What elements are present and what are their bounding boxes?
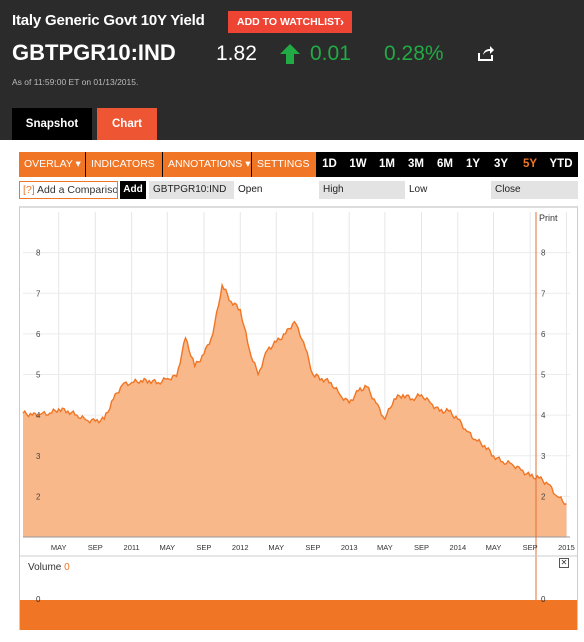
x-tick-label: SEP [88, 543, 103, 552]
last-price: 1.82 [216, 42, 257, 65]
volume-tick-left: 0 [36, 595, 41, 604]
compare-row: [?] Add a Compariso Add GBTPGR10:IND Ope… [19, 181, 578, 199]
quote-header: Italy Generic Govt 10Y Yield ADD TO WATC… [0, 0, 584, 140]
low-cell: Low [405, 181, 491, 199]
close-icon[interactable]: ✕ [559, 558, 569, 568]
y-tick-label-left: 2 [36, 492, 41, 501]
open-cell: Open [234, 181, 319, 199]
share-icon[interactable] [477, 44, 495, 62]
indicators-menu[interactable]: INDICATORS ▾ [86, 152, 162, 195]
range-6m[interactable]: 6M [437, 158, 453, 170]
y-tick-label-right: 2 [541, 492, 546, 501]
as-of-timestamp: As of 11:59:00 ET on 01/13/2015. [12, 77, 139, 87]
y-tick-label-right: 4 [541, 411, 546, 420]
x-tick-label: 2012 [232, 543, 249, 552]
x-tick-label: 2015 [558, 543, 575, 552]
range-3m[interactable]: 3M [408, 158, 424, 170]
high-cell: High [319, 181, 405, 199]
y-tick-label-left: 7 [36, 289, 41, 298]
volume-label: Volume 0 [28, 562, 70, 573]
x-tick-label: MAY [159, 543, 175, 552]
x-tick-label: 2013 [341, 543, 358, 552]
x-tick-label: SEP [523, 543, 538, 552]
range-1m[interactable]: 1M [379, 158, 395, 170]
y-tick-label-right: 7 [541, 289, 546, 298]
volume-tick-right: 0 [541, 595, 546, 604]
overlay-menu[interactable]: OVERLAY ▾ [19, 152, 85, 177]
settings-menu[interactable]: SETTINGS ▾ [252, 152, 316, 195]
add-to-watchlist-button[interactable]: ADD TO WATCHLIST › [228, 11, 352, 33]
y-tick-label-left: 4 [36, 411, 41, 420]
x-tick-label: MAY [51, 543, 67, 552]
volume-label-text: Volume [28, 562, 62, 573]
security-title: Italy Generic Govt 10Y Yield [12, 12, 205, 29]
x-tick-label: 2011 [124, 543, 140, 552]
tab-chart[interactable]: Chart [97, 108, 157, 140]
ticker-symbol: GBTPGR10:IND [12, 40, 176, 65]
up-arrow-icon [280, 44, 300, 64]
x-tick-label: MAY [486, 543, 502, 552]
add-compare-button[interactable]: Add [120, 181, 146, 199]
close-cell: Close [491, 181, 578, 199]
print-link[interactable]: Print [539, 213, 558, 223]
x-tick-label: MAY [377, 543, 393, 552]
price-change-percent: 0.28% [384, 42, 444, 65]
x-tick-label: SEP [196, 543, 211, 552]
range-1w[interactable]: 1W [349, 158, 367, 170]
watchlist-label: ADD TO WATCHLIST [237, 16, 341, 28]
y-tick-label-left: 3 [36, 452, 41, 461]
x-tick-label: 2014 [449, 543, 466, 552]
x-tick-label: SEP [305, 543, 320, 552]
range-ytd[interactable]: YTD [549, 158, 573, 170]
y-tick-label-right: 6 [541, 330, 546, 339]
series-line [22, 282, 567, 506]
compare-input[interactable]: [?] Add a Compariso [19, 181, 118, 199]
chevron-right-icon: › [340, 15, 344, 29]
series-area [23, 285, 567, 537]
annotations-menu[interactable]: ANNOTATIONS ▾ [163, 152, 251, 177]
price-change: 0.01 [310, 42, 351, 65]
y-tick-label-right: 3 [541, 452, 546, 461]
y-tick-label-left: 6 [36, 330, 41, 339]
y-tick-label-left: 5 [36, 371, 41, 380]
y-tick-label-right: 5 [541, 371, 546, 380]
y-tick-label-right: 8 [541, 249, 546, 258]
volume-bar [20, 600, 577, 630]
range-1y[interactable]: 1Y [465, 158, 481, 170]
help-icon[interactable]: [?] [23, 184, 35, 196]
tab-snapshot[interactable]: Snapshot [12, 108, 92, 140]
range-1d[interactable]: 1D [322, 158, 337, 170]
x-tick-label: SEP [414, 543, 429, 552]
range-3y[interactable]: 3Y [493, 158, 509, 170]
volume-value: 0 [64, 562, 70, 573]
chart-toolbar: OVERLAY ▾ INDICATORS ▾ ANNOTATIONS ▾ SET… [19, 152, 578, 195]
compare-input-text: Add a Compariso [37, 184, 118, 196]
range-5y[interactable]: 5Y [522, 158, 538, 170]
symbol-cell: GBTPGR10:IND [149, 181, 234, 199]
x-tick-label: MAY [268, 543, 284, 552]
y-tick-label-left: 8 [36, 249, 41, 258]
